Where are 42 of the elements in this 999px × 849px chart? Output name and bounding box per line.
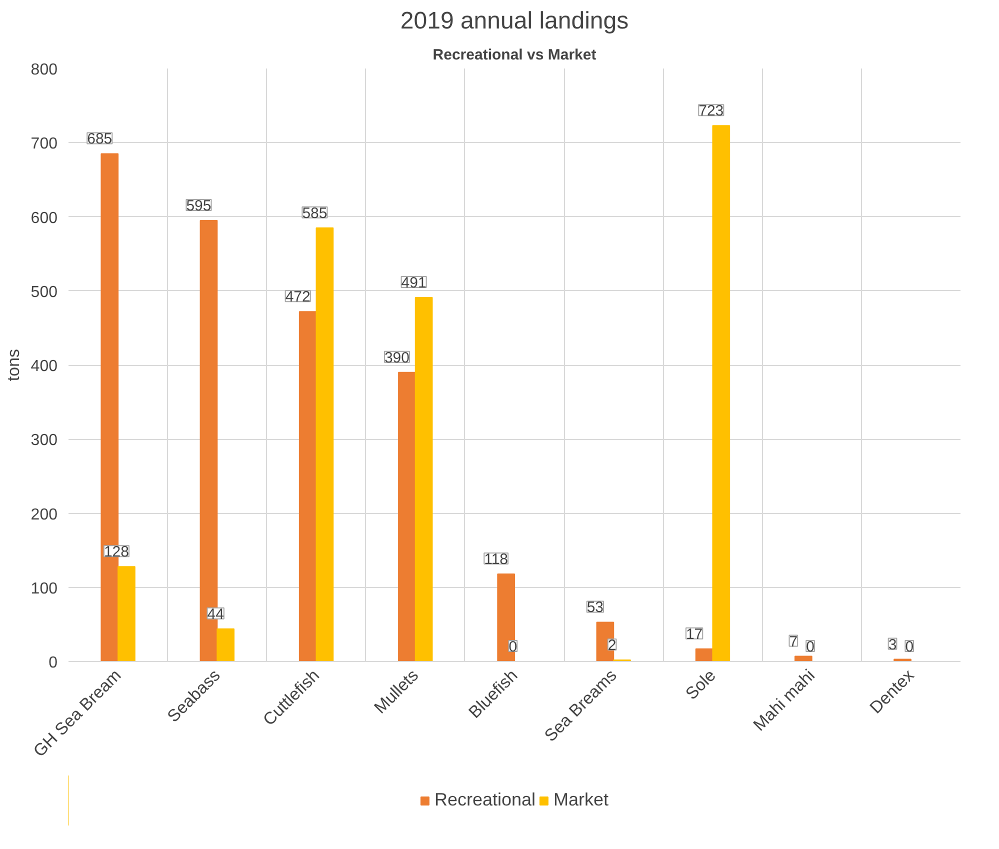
bar bbox=[118, 566, 136, 662]
data-label: 3 bbox=[888, 636, 897, 654]
data-label: 685 bbox=[87, 130, 112, 148]
data-label: 17 bbox=[686, 626, 703, 643]
data-label: 585 bbox=[302, 204, 328, 222]
bar bbox=[398, 372, 416, 662]
bar bbox=[712, 125, 730, 662]
y-tick-label: 400 bbox=[30, 358, 58, 375]
bar bbox=[414, 297, 433, 662]
chart-title: 2019 annual landings bbox=[400, 8, 629, 34]
data-label: 44 bbox=[207, 606, 224, 623]
bar bbox=[794, 656, 812, 662]
y-tick-label: 700 bbox=[30, 136, 58, 153]
data-label: 128 bbox=[104, 544, 129, 561]
data-label: 0 bbox=[806, 638, 814, 656]
y-tick-label: 300 bbox=[30, 432, 58, 450]
data-label: 7 bbox=[789, 633, 798, 650]
data-label: 53 bbox=[586, 599, 604, 616]
data-label: 595 bbox=[186, 197, 212, 214]
data-label: 472 bbox=[285, 288, 310, 306]
chart-subtitle: Recreational vs Market bbox=[432, 46, 596, 64]
y-tick-label: 800 bbox=[30, 62, 58, 78]
y-tick-label: 600 bbox=[30, 210, 58, 227]
data-label: 0 bbox=[905, 638, 914, 656]
data-label: 2 bbox=[608, 637, 616, 654]
legend-label: Market bbox=[554, 790, 609, 810]
data-label: 0 bbox=[508, 638, 518, 656]
bar bbox=[316, 227, 334, 662]
data-label: 118 bbox=[484, 551, 508, 568]
y-tick-label: 100 bbox=[30, 580, 58, 598]
bar bbox=[497, 574, 515, 662]
legend-label: Recreational bbox=[434, 790, 536, 810]
data-label: 723 bbox=[698, 102, 724, 120]
y-tick-label: 200 bbox=[30, 506, 58, 524]
bar bbox=[298, 311, 317, 662]
data-label: 390 bbox=[384, 349, 410, 366]
x-tick-label: Sole bbox=[682, 666, 720, 704]
y-axis-title: tons bbox=[4, 348, 23, 382]
bar bbox=[216, 628, 235, 662]
y-tick-label: 500 bbox=[30, 284, 58, 301]
data-label: 491 bbox=[401, 274, 426, 292]
y-tick-label: 0 bbox=[48, 654, 58, 672]
